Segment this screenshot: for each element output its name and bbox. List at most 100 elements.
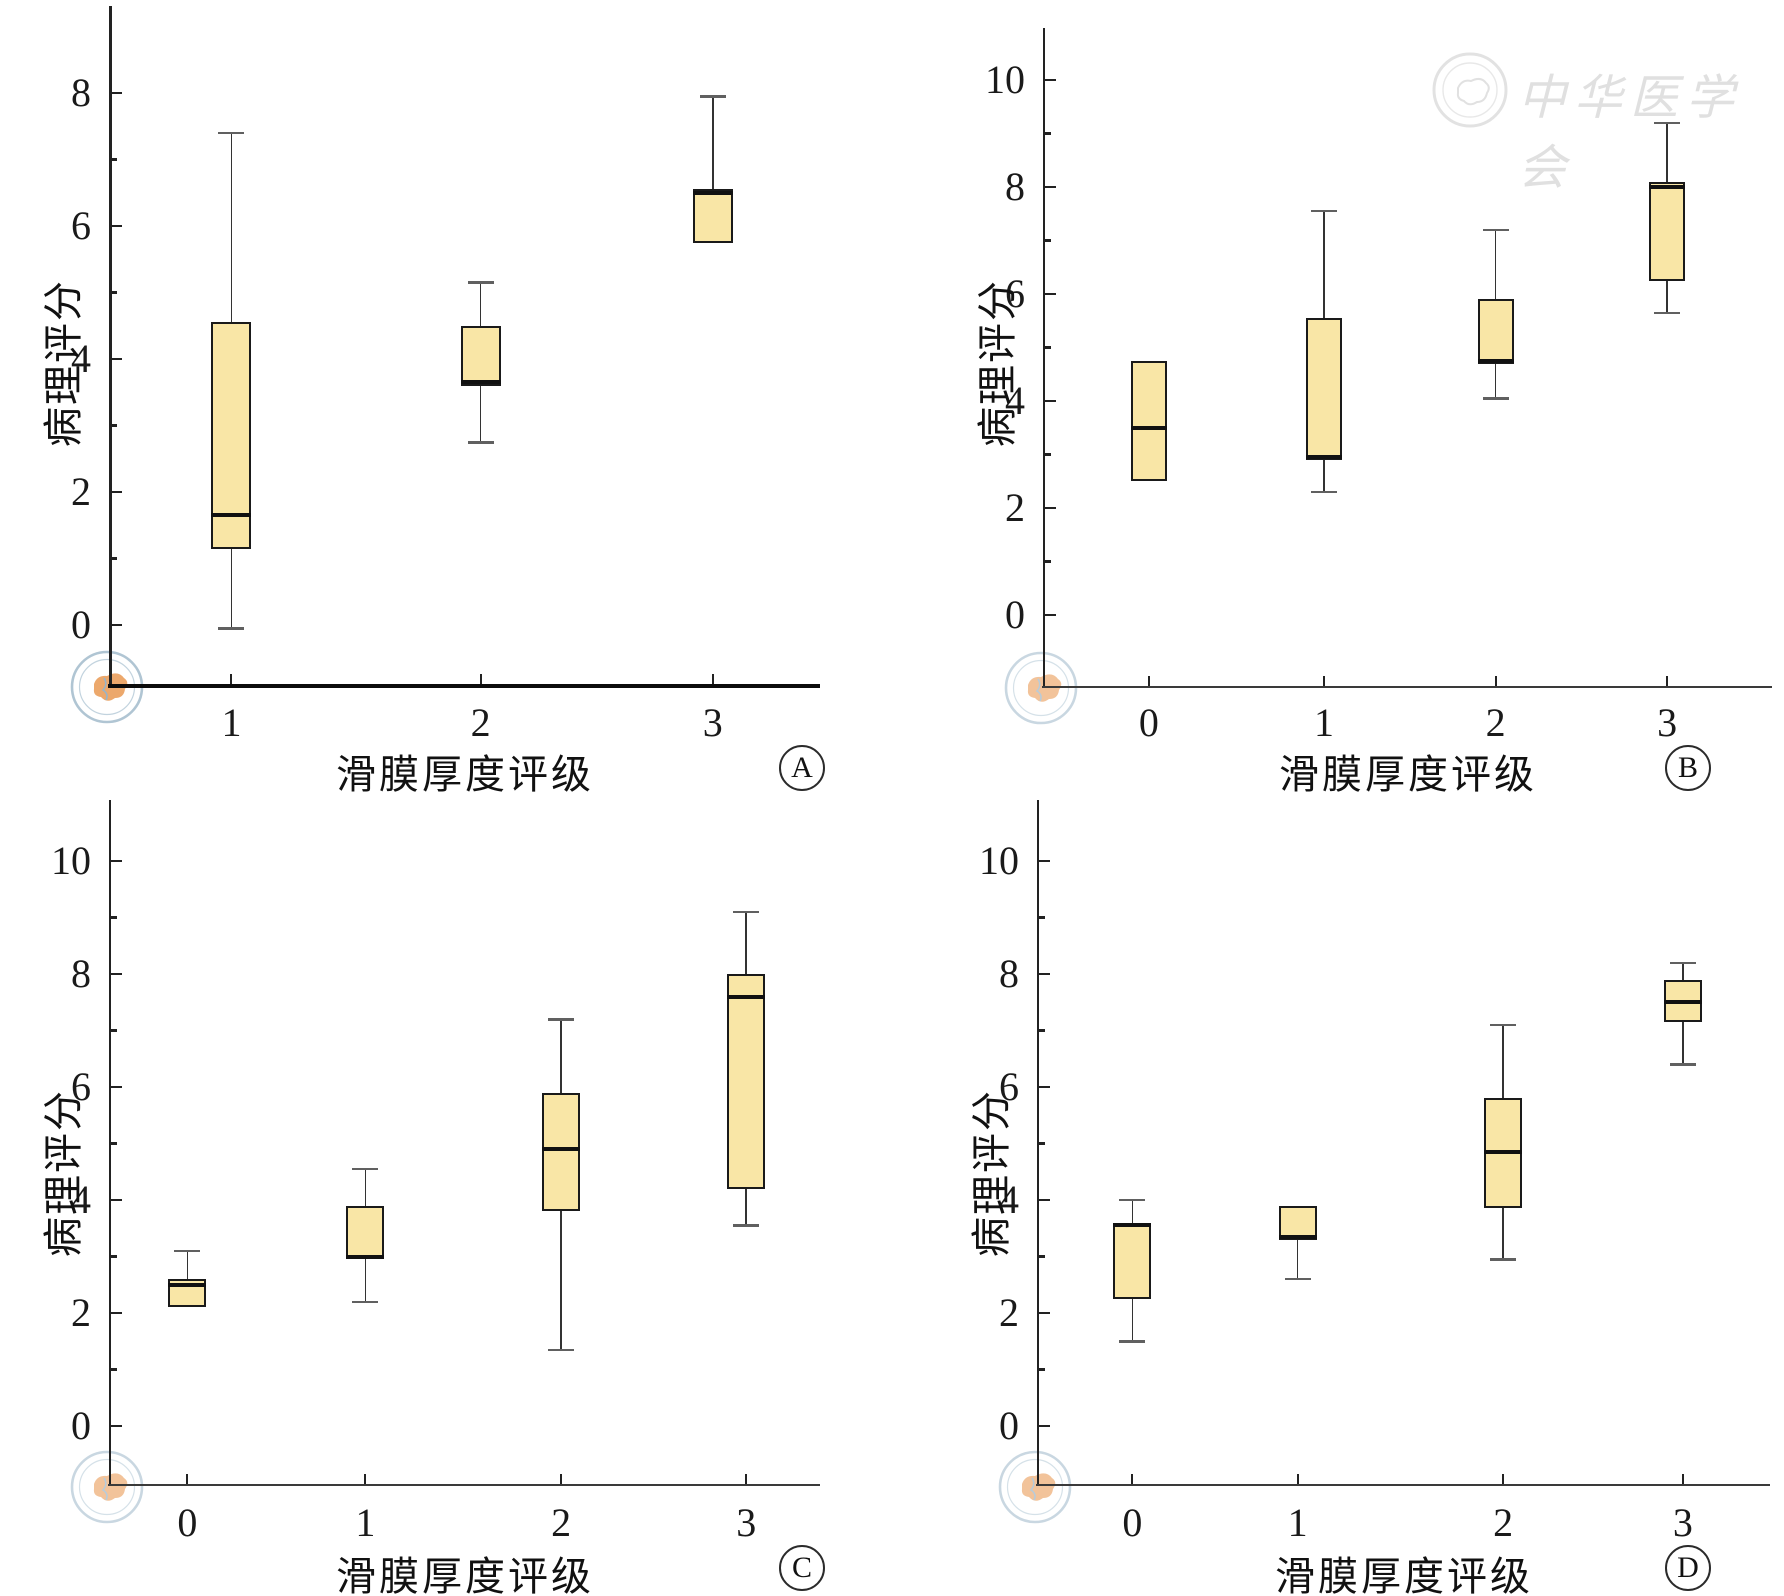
- box: [727, 974, 766, 1189]
- whisker-cap-top: [1482, 228, 1509, 232]
- y-axis: [1037, 800, 1039, 1484]
- x-tick-label: 2: [470, 700, 491, 745]
- y-tick-label: 2: [71, 469, 91, 514]
- y-tick-label: 4: [71, 336, 91, 381]
- whisker-line: [711, 96, 714, 243]
- x-tick-label: 1: [1287, 1500, 1308, 1545]
- y-tick-label: 6: [999, 1064, 1019, 1109]
- whisker-cap-bottom: [733, 1224, 760, 1227]
- x-tick-label: 0: [1122, 1500, 1143, 1545]
- header-watermark-text: 中华医学会: [1518, 72, 1743, 195]
- x-tick-label: 3: [702, 700, 723, 745]
- x-axis: [108, 684, 820, 688]
- y-tick-label: 2: [1005, 485, 1025, 530]
- x-tick: [1323, 676, 1326, 686]
- whisker-cap-top: [174, 1249, 201, 1253]
- box-median: [692, 190, 733, 195]
- x-tick-label: 3: [1657, 700, 1678, 745]
- y-axis: [109, 6, 112, 684]
- y-axis-title: 病理评分: [975, 279, 1020, 447]
- y-major-tick: [1043, 78, 1056, 82]
- whisker-cap-top: [1490, 1023, 1517, 1027]
- x-tick: [1681, 1474, 1684, 1484]
- origin-watermark-chinese-medical-association-emblem-icon: [68, 1448, 146, 1531]
- y-tick-label: 10: [979, 838, 1019, 883]
- whisker-cap-bottom: [1311, 490, 1338, 494]
- x-tick-label: 2: [551, 1500, 572, 1545]
- y-major-tick: [1043, 613, 1056, 617]
- y-tick-label: 0: [999, 1403, 1019, 1448]
- box: [1649, 181, 1686, 281]
- x-axis-title: 滑膜厚度评级: [336, 752, 594, 797]
- whisker-cap-bottom: [1482, 397, 1509, 400]
- x-tick: [1296, 1474, 1299, 1484]
- y-minor-tick: [109, 291, 117, 294]
- panel-letter-badge: B: [1665, 745, 1711, 791]
- box-median: [1130, 425, 1167, 430]
- whisker-cap-bottom: [218, 627, 245, 630]
- y-major-tick: [109, 1424, 122, 1428]
- x-tick: [1502, 1474, 1505, 1484]
- y-tick-label: 6: [1005, 271, 1025, 316]
- whisker-line: [1296, 1205, 1299, 1280]
- x-tick-label: 1: [221, 700, 242, 745]
- box-median: [1113, 1223, 1152, 1228]
- panel-letter-badge: A: [779, 745, 825, 791]
- y-minor-tick: [1043, 346, 1051, 349]
- y-minor-tick: [1043, 560, 1051, 563]
- y-minor-tick: [1037, 1142, 1045, 1145]
- box-median: [168, 1282, 207, 1287]
- y-major-tick: [109, 1085, 122, 1089]
- y-major-tick: [109, 623, 122, 627]
- y-tick-label: 0: [71, 602, 91, 647]
- x-axis-title: 滑膜厚度评级: [1279, 752, 1537, 797]
- x-axis: [108, 1484, 820, 1486]
- y-minor-tick: [1037, 916, 1045, 919]
- box-median: [1477, 358, 1514, 363]
- y-axis-title: 病理评分: [41, 279, 86, 447]
- y-tick-label: 10: [51, 838, 91, 883]
- y-minor-tick: [109, 158, 117, 161]
- y-minor-tick: [1037, 1255, 1045, 1258]
- whisker-cap-top: [218, 131, 245, 135]
- box-median: [1484, 1149, 1523, 1154]
- whisker-cap-top: [467, 281, 494, 284]
- box-median: [346, 1254, 385, 1259]
- y-minor-tick: [1043, 132, 1051, 135]
- y-minor-tick: [109, 1029, 117, 1032]
- y-minor-tick: [109, 1142, 117, 1145]
- panel-letter-badge: D: [1665, 1545, 1711, 1591]
- x-tick: [1147, 676, 1150, 686]
- y-tick-label: 6: [71, 203, 91, 248]
- y-tick-label: 10: [985, 57, 1025, 102]
- x-tick: [479, 674, 482, 684]
- x-tick-label: 0: [1138, 700, 1159, 745]
- y-major-tick: [1037, 1085, 1050, 1089]
- box-median: [211, 513, 252, 518]
- whisker-cap-bottom: [548, 1348, 575, 1352]
- y-axis: [109, 800, 111, 1484]
- x-tick: [364, 1474, 367, 1484]
- whisker-cap-bottom: [1284, 1277, 1311, 1281]
- y-axis-title: 病理评分: [41, 1089, 86, 1257]
- box-median: [1306, 455, 1343, 460]
- panel-letter-badge: C: [779, 1545, 825, 1591]
- y-major-tick: [109, 224, 122, 228]
- y-minor-tick: [1043, 239, 1051, 242]
- box: [1130, 360, 1167, 482]
- x-tick: [186, 1474, 189, 1484]
- x-tick: [560, 1474, 563, 1484]
- y-major-tick: [109, 91, 122, 95]
- y-tick-label: 4: [71, 1177, 91, 1222]
- box-median: [1663, 1000, 1702, 1005]
- x-tick-label: 2: [1485, 700, 1506, 745]
- box: [1477, 299, 1514, 364]
- y-major-tick: [1043, 292, 1056, 296]
- y-major-tick: [1043, 185, 1056, 189]
- x-tick-label: 1: [1314, 700, 1335, 745]
- y-major-tick: [1037, 1198, 1050, 1202]
- x-tick-label: 3: [1672, 1500, 1693, 1545]
- y-major-tick: [1037, 1424, 1050, 1428]
- y-tick-label: 8: [71, 70, 91, 115]
- whisker-cap-bottom: [467, 440, 494, 444]
